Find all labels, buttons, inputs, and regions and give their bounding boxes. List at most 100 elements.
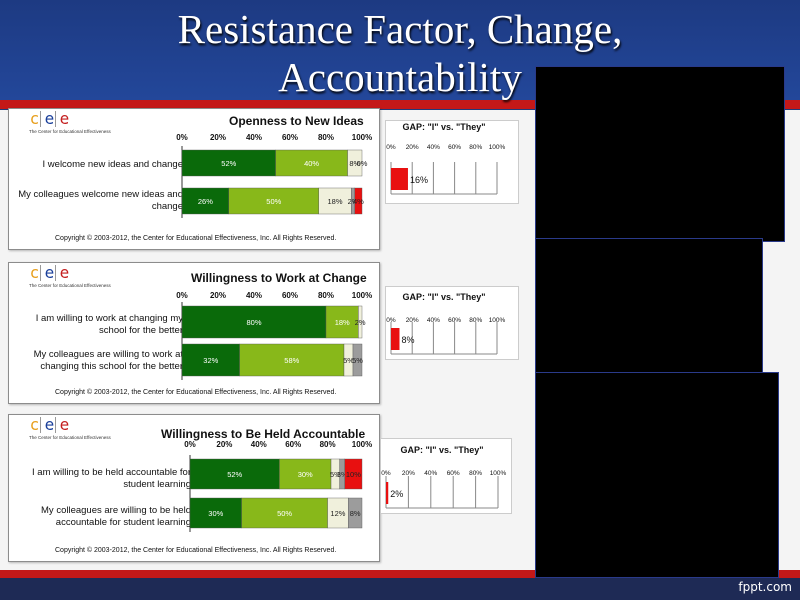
- data-label: 5%: [330, 470, 341, 479]
- bar-segment: [189, 497, 242, 529]
- gap-tick-label: 0%: [386, 317, 396, 324]
- chart-title: Willingness to Be Held Accountable: [161, 427, 366, 441]
- axis-tick-label: 20%: [210, 133, 226, 142]
- logo-subtitle: The Center for Educational Effectiveness: [29, 283, 111, 288]
- data-label: 10%: [346, 470, 361, 479]
- data-label: 50%: [266, 197, 281, 206]
- data-label: 12%: [330, 509, 345, 518]
- gap-tick-label: 60%: [448, 144, 461, 151]
- copyright-text: Copyright © 2003-2012, the Center for Ed…: [55, 547, 337, 554]
- row-label: My colleagues are willing to work at cha…: [33, 349, 183, 372]
- bar-segment: [239, 343, 345, 377]
- row-label: I welcome new ideas and change: [42, 159, 183, 170]
- gap-bar: [391, 168, 408, 190]
- data-label: 4%: [353, 197, 364, 206]
- axis-tick-label: 40%: [251, 440, 267, 449]
- chart-title: Willingness to Work at Change: [191, 271, 367, 285]
- data-label: 5%: [343, 356, 354, 365]
- slide-title: Resistance Factor, Change, Accountabilit…: [0, 5, 800, 101]
- slide-title-line2: Accountability: [278, 54, 522, 100]
- row-label: I am willing to be held accountable for …: [32, 467, 191, 490]
- row-label: My colleagues welcome new ideas and chan…: [18, 189, 183, 212]
- gap-tick-label: 80%: [469, 470, 482, 477]
- gap-panel-accountable: [380, 438, 512, 514]
- gap-tick-label: 40%: [427, 317, 440, 324]
- axis-tick-label: 20%: [216, 440, 232, 449]
- copyright-text: Copyright © 2003-2012, the Center for Ed…: [55, 389, 337, 396]
- axis-tick-label: 0%: [184, 440, 196, 449]
- axis-tick-label: 80%: [318, 291, 334, 300]
- data-label: 2%: [355, 318, 366, 327]
- axis-tick-label: 0%: [176, 291, 188, 300]
- bar-segment: [348, 497, 363, 529]
- row-label: I am willing to work at changing my scho…: [35, 313, 183, 336]
- gap-tick-label: 0%: [381, 470, 391, 477]
- header-stripe: [0, 100, 800, 109]
- gap-title: GAP: "I" vs. "They": [400, 445, 483, 455]
- axis-tick-label: 20%: [210, 291, 226, 300]
- axis-tick-label: 0%: [176, 133, 188, 142]
- bar-segment: [279, 458, 332, 490]
- bar-segment: [358, 305, 363, 339]
- gap-value-label: 2%: [390, 489, 403, 499]
- data-label: 58%: [284, 356, 299, 365]
- data-label: 52%: [227, 470, 242, 479]
- redaction-box-top: [535, 66, 785, 242]
- data-label: 2%: [348, 197, 359, 206]
- gap-title: GAP: "I" vs. "They": [402, 292, 485, 302]
- gap-tick-label: 80%: [469, 317, 482, 324]
- axis-tick-label: 40%: [246, 291, 262, 300]
- row-label: My colleagues are willing to be held acc…: [41, 505, 191, 528]
- data-label: 26%: [198, 197, 213, 206]
- bar-segment: [228, 187, 320, 215]
- footer-stripe: [0, 570, 800, 579]
- slide-title-line1: Resistance Factor, Change,: [177, 6, 623, 52]
- bar-segment: [275, 149, 348, 177]
- gap-tick-label: 0%: [386, 144, 396, 151]
- redaction-box-bottom: [535, 372, 779, 578]
- data-label: 52%: [221, 159, 236, 168]
- gap-tick-label: 20%: [406, 144, 419, 151]
- axis-tick-label: 100%: [352, 133, 372, 142]
- gap-title: GAP: "I" vs. "They": [402, 122, 485, 132]
- bar-segment: [352, 343, 363, 377]
- data-label: 8%: [350, 509, 361, 518]
- data-label: 0%: [357, 159, 368, 168]
- footer-bar: [0, 578, 800, 600]
- bar-segment: [325, 305, 359, 339]
- gap-value-label: 16%: [410, 175, 428, 185]
- gap-bar: [391, 328, 400, 350]
- gap-tick-label: 60%: [447, 470, 460, 477]
- data-label: 80%: [246, 318, 261, 327]
- bar-segment: [347, 149, 363, 177]
- data-label: 5%: [352, 356, 363, 365]
- data-label: 8%: [349, 159, 360, 168]
- bar-segment: [241, 497, 328, 529]
- gap-bar: [386, 482, 389, 504]
- gap-tick-label: 20%: [402, 470, 415, 477]
- logo-subtitle: The Center for Educational Effectiveness: [29, 129, 111, 134]
- gap-tick-label: 100%: [489, 317, 506, 324]
- gap-tick-label: 40%: [424, 470, 437, 477]
- axis-tick-label: 60%: [282, 291, 298, 300]
- bar-segment: [181, 187, 229, 215]
- data-label: 18%: [327, 197, 342, 206]
- gap-tick-label: 60%: [448, 317, 461, 324]
- axis-tick-label: 60%: [282, 133, 298, 142]
- axis-tick-label: 100%: [352, 440, 372, 449]
- logo-subtitle: The Center for Educational Effectiveness: [29, 435, 111, 440]
- bar-segment: [318, 187, 352, 215]
- data-label: 30%: [208, 509, 223, 518]
- gap-value-label: 8%: [401, 335, 414, 345]
- axis-tick-label: 40%: [246, 133, 262, 142]
- gap-tick-label: 80%: [469, 144, 482, 151]
- footer-brand: fppt.com: [738, 580, 792, 594]
